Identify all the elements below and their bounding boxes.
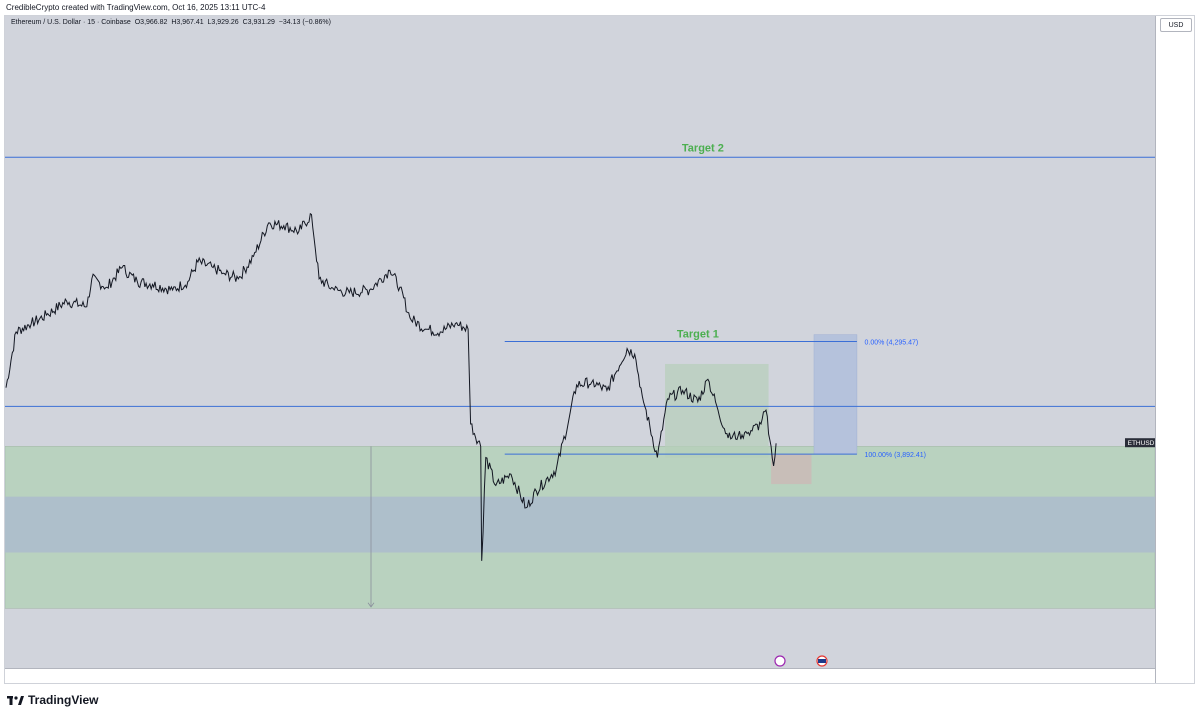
brand-name: TradingView — [28, 693, 99, 707]
range-box[interactable] — [665, 363, 769, 458]
low-value: 3,929.26 — [211, 19, 239, 26]
symbol-name: Ethereum / U.S. Dollar · 15 · Coinbase — [11, 19, 131, 26]
high-label: H — [171, 19, 177, 26]
inner-support-zone[interactable] — [5, 496, 1155, 553]
symbol-tag — [1125, 438, 1157, 448]
measure-arrow-icon — [367, 602, 375, 608]
high-value: 3,967.41 — [176, 19, 204, 26]
stop-loss-box[interactable] — [771, 454, 812, 485]
close-value: 3,931.29 — [247, 19, 275, 26]
open-label: O — [134, 19, 141, 26]
tradingview-logo-icon — [7, 695, 24, 705]
change-value: −34.13 (−0.86%) — [278, 19, 331, 26]
time-axis[interactable] — [5, 668, 1155, 683]
profit-target-box[interactable] — [813, 334, 858, 455]
low-label: L — [207, 19, 212, 26]
fib-top-label: 0.00% (4,295.47) — [865, 339, 919, 346]
price-chart[interactable]: Target 2 Target 1 0.00% (4,295.47) 100.00% … — [5, 16, 1195, 684]
tradingview-brand: TradingView — [7, 693, 98, 707]
symbol-tag-label: ETHUSD — [1128, 440, 1155, 447]
target-2-label: Target 2 — [682, 142, 724, 154]
symbol-legend: Ethereum / U.S. Dollar · 15 · Coinbase O… — [11, 19, 331, 26]
chart-frame: Target 2 Target 1 0.00% (4,295.47) 100.00% … — [4, 15, 1195, 684]
crypto-event-icon[interactable] — [774, 655, 786, 667]
currency-button[interactable]: USD — [1160, 18, 1192, 32]
fib-bottom-label: 100.00% (3,892.41) — [865, 452, 927, 459]
close-label: C — [242, 19, 248, 26]
target-1-label: Target 1 — [677, 329, 719, 341]
price-axis[interactable] — [1155, 16, 1194, 683]
open-value: 3,966.82 — [140, 19, 168, 26]
price-line[interactable] — [5, 212, 777, 561]
chart-credit: CredibleCrypto created with TradingView.… — [6, 3, 266, 12]
us-flag-stripe — [818, 659, 826, 663]
